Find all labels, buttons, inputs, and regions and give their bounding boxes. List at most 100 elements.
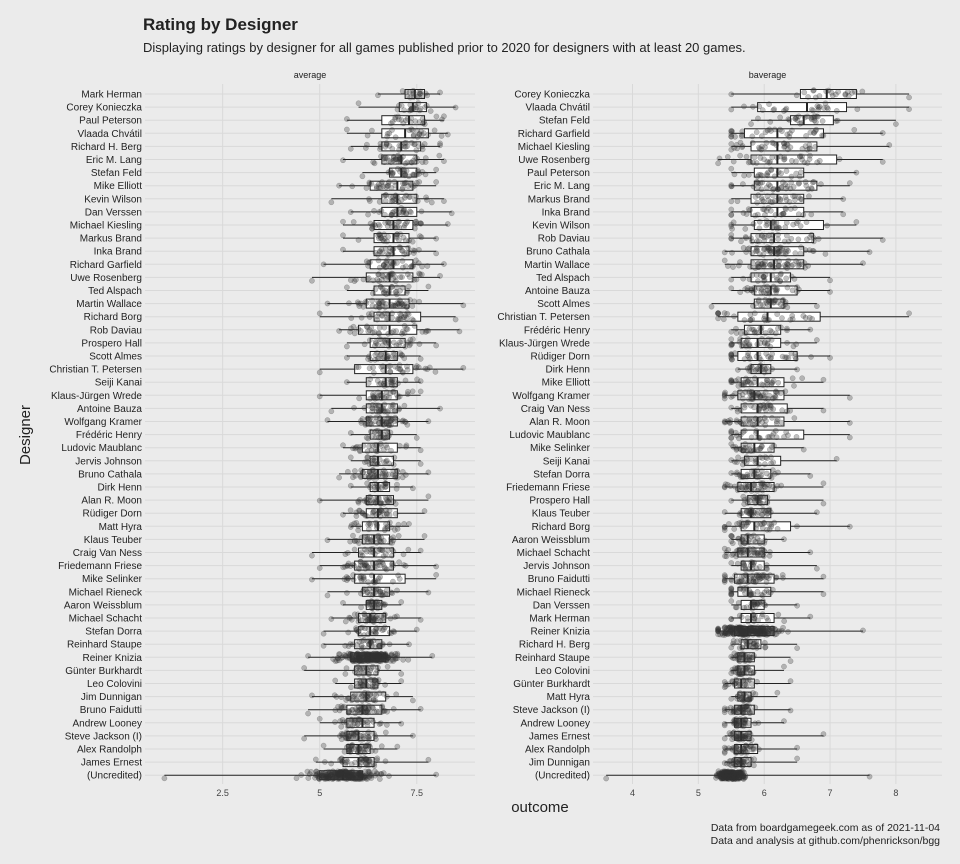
data-point bbox=[381, 336, 388, 343]
data-point bbox=[410, 133, 417, 139]
data-point bbox=[375, 407, 382, 413]
y-tick-label: Seiji Kanai bbox=[543, 456, 590, 467]
y-tick-label: Corey Konieczka bbox=[514, 90, 590, 101]
data-point bbox=[391, 378, 398, 385]
data-point bbox=[417, 447, 424, 454]
data-point bbox=[419, 328, 426, 335]
data-point bbox=[771, 442, 777, 449]
data-point bbox=[379, 313, 386, 319]
data-point bbox=[729, 666, 736, 673]
data-point bbox=[416, 270, 423, 277]
data-point bbox=[721, 525, 728, 531]
data-point bbox=[759, 107, 766, 113]
y-tick-label: Antoine Bauza bbox=[77, 404, 142, 415]
data-point bbox=[402, 472, 409, 478]
data-point bbox=[807, 549, 814, 556]
data-point bbox=[742, 577, 748, 583]
data-point bbox=[388, 283, 395, 290]
data-point bbox=[781, 536, 787, 543]
data-point bbox=[391, 408, 398, 414]
data-point bbox=[771, 173, 778, 180]
data-point bbox=[393, 156, 399, 163]
data-point bbox=[751, 601, 758, 608]
data-point bbox=[377, 249, 383, 255]
data-point bbox=[377, 231, 383, 238]
data-point bbox=[387, 245, 393, 251]
box bbox=[365, 298, 410, 309]
data-point bbox=[374, 276, 381, 283]
box bbox=[358, 547, 394, 558]
data-point bbox=[369, 560, 376, 566]
data-point bbox=[389, 382, 396, 389]
data-point bbox=[364, 697, 370, 703]
data-point bbox=[316, 565, 323, 571]
data-point bbox=[391, 351, 398, 358]
data-point bbox=[728, 435, 735, 441]
data-point bbox=[403, 167, 410, 174]
data-point bbox=[810, 178, 817, 185]
data-point bbox=[370, 499, 377, 506]
data-point bbox=[820, 376, 827, 383]
data-point bbox=[737, 336, 744, 342]
data-point bbox=[744, 365, 751, 372]
y-tick-label: Vlaada Chvátil bbox=[78, 129, 142, 140]
data-point bbox=[360, 539, 367, 545]
data-point bbox=[408, 139, 415, 146]
data-point bbox=[765, 353, 772, 360]
data-point bbox=[402, 171, 409, 178]
data-point bbox=[396, 244, 403, 251]
y-tick-label: Steve Jackson (I) bbox=[65, 731, 142, 742]
data-point bbox=[769, 433, 775, 439]
data-point bbox=[879, 159, 886, 165]
data-point bbox=[788, 173, 795, 180]
data-point bbox=[424, 92, 431, 99]
data-point bbox=[416, 90, 423, 97]
data-point bbox=[408, 115, 415, 122]
data-point bbox=[391, 454, 398, 461]
data-point bbox=[378, 508, 385, 514]
data-point bbox=[758, 172, 765, 179]
data-point bbox=[819, 118, 826, 124]
data-point bbox=[815, 236, 822, 242]
data-point bbox=[733, 676, 739, 683]
data-point bbox=[350, 576, 357, 583]
data-point bbox=[361, 511, 368, 518]
data-point bbox=[386, 271, 393, 278]
data-point bbox=[372, 286, 379, 293]
data-point bbox=[822, 251, 829, 257]
data-point bbox=[382, 480, 389, 487]
data-point bbox=[373, 434, 379, 440]
data-point bbox=[758, 186, 765, 193]
data-point bbox=[755, 115, 761, 122]
data-point bbox=[383, 442, 389, 448]
data-point bbox=[393, 288, 400, 295]
box bbox=[381, 193, 418, 204]
y-tick-label: Prospero Hall bbox=[81, 338, 142, 349]
data-point bbox=[344, 354, 350, 361]
data-point bbox=[376, 456, 383, 463]
data-point bbox=[377, 144, 384, 150]
data-point bbox=[352, 746, 359, 753]
data-point bbox=[382, 143, 389, 150]
data-point bbox=[401, 143, 407, 150]
data-point bbox=[763, 184, 770, 191]
data-point bbox=[347, 538, 354, 545]
data-point bbox=[381, 380, 388, 387]
data-point bbox=[412, 105, 419, 112]
data-point bbox=[742, 566, 749, 573]
data-point bbox=[800, 212, 807, 218]
data-point bbox=[728, 616, 735, 622]
data-point bbox=[378, 235, 385, 241]
data-point bbox=[381, 310, 388, 317]
data-point bbox=[391, 196, 397, 203]
data-point bbox=[337, 718, 344, 724]
data-point bbox=[378, 208, 385, 214]
data-point bbox=[383, 184, 390, 190]
data-point bbox=[370, 591, 376, 598]
data-point bbox=[365, 500, 371, 506]
data-point bbox=[370, 456, 377, 463]
data-point bbox=[384, 316, 390, 323]
data-point bbox=[342, 563, 348, 570]
data-point bbox=[316, 369, 323, 376]
data-point bbox=[361, 341, 368, 348]
